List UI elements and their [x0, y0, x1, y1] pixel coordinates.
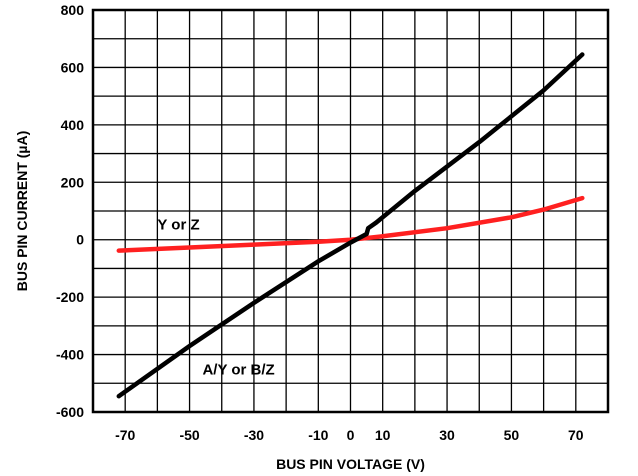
y-axis-title: BUS PIN CURRENT (µA) — [14, 131, 30, 292]
x-tick-label: 0 — [347, 427, 355, 443]
x-tick-label: -30 — [244, 427, 264, 443]
x-tick-label: 70 — [568, 427, 584, 443]
x-tick-label: 50 — [504, 427, 520, 443]
y-tick-labels: -600 -400 -200 0 200 400 600 800 — [56, 2, 84, 420]
curve-annotation: A/Y or B/Z — [202, 362, 274, 379]
y-tick-label: 0 — [76, 232, 84, 248]
series-line-a-y-or-b-z — [116, 52, 585, 399]
curve-annotation: Y or Z — [157, 217, 199, 234]
series-line-y-or-z — [116, 195, 585, 253]
x-tick-label: -70 — [115, 427, 135, 443]
x-axis-title: BUS PIN VOLTAGE (V) — [276, 456, 425, 472]
y-tick-label: 400 — [61, 117, 85, 133]
y-tick-label: 200 — [61, 174, 85, 190]
x-tick-label: 30 — [439, 427, 455, 443]
x-tick-label: -10 — [308, 427, 328, 443]
x-tick-label: 10 — [375, 427, 391, 443]
x-tick-label: -50 — [179, 427, 199, 443]
y-tick-label: 600 — [61, 59, 85, 75]
annotations: Y or Z A/Y or B/Z — [157, 217, 274, 379]
y-tick-label: 800 — [61, 2, 85, 18]
curves — [116, 52, 585, 399]
y-tick-label: -600 — [56, 404, 84, 420]
y-tick-label: -200 — [56, 289, 84, 305]
y-tick-label: -400 — [56, 347, 84, 363]
x-tick-labels: -70 -50 -30 -10 0 10 30 50 70 — [115, 427, 584, 443]
plot-frame — [91, 8, 610, 414]
